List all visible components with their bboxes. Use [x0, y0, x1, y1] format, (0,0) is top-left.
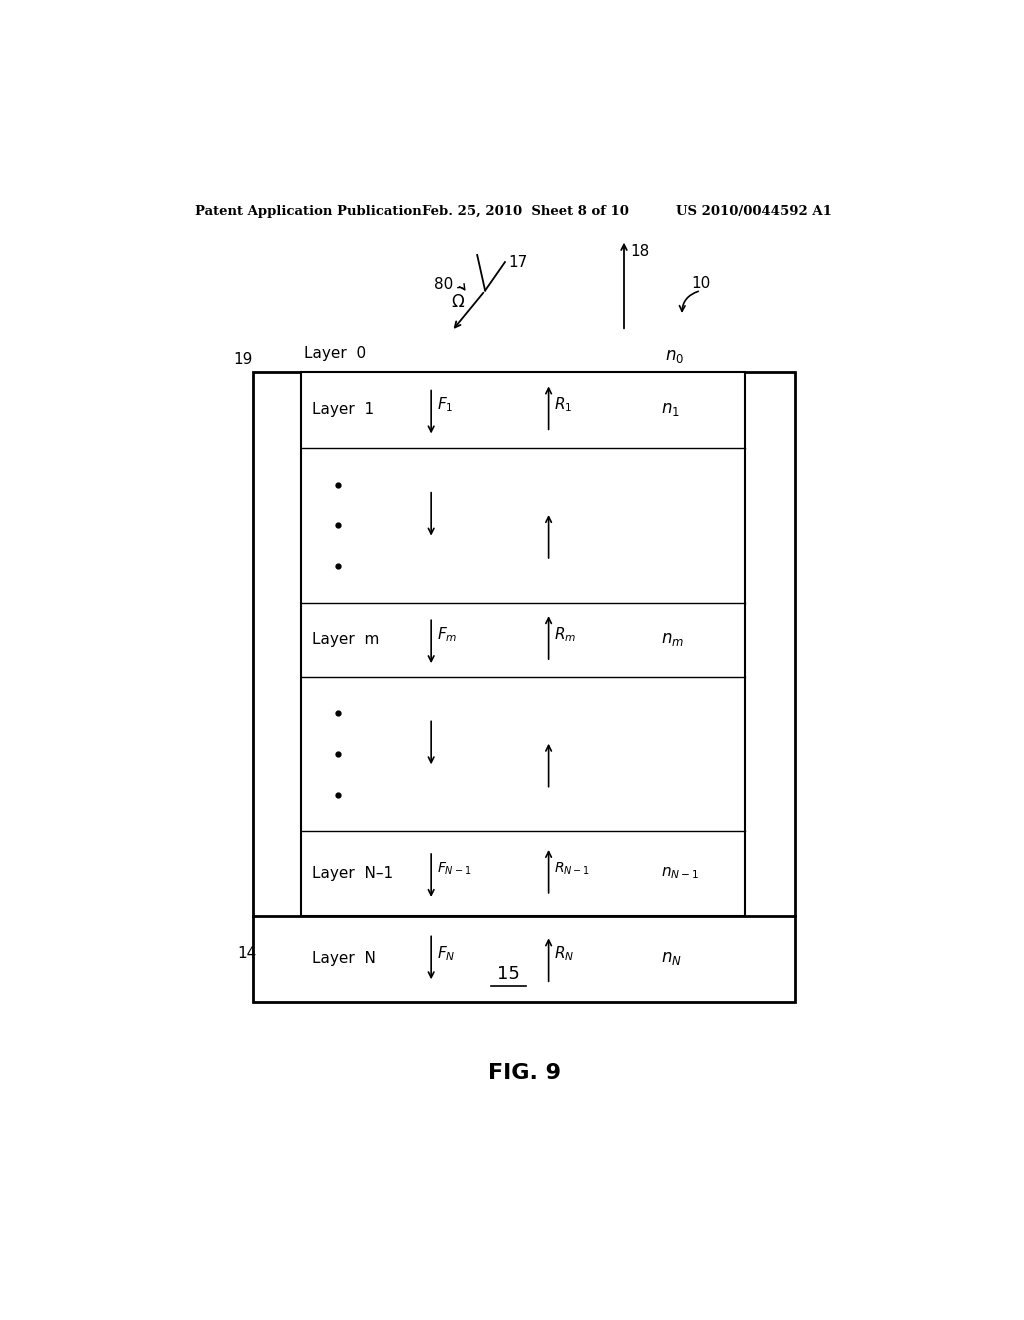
Text: $F_1$: $F_1$ [436, 396, 454, 414]
Text: $R_1$: $R_1$ [554, 396, 572, 414]
Text: $n_0$: $n_0$ [666, 348, 684, 366]
Text: 19: 19 [233, 351, 253, 367]
Text: Patent Application Publication: Patent Application Publication [196, 205, 422, 218]
Text: 14: 14 [238, 946, 257, 961]
Text: 10: 10 [691, 276, 711, 290]
Text: Feb. 25, 2010  Sheet 8 of 10: Feb. 25, 2010 Sheet 8 of 10 [422, 205, 629, 218]
Text: 18: 18 [631, 244, 649, 260]
Text: $\Omega$: $\Omega$ [452, 294, 465, 312]
Text: $R_N$: $R_N$ [554, 944, 574, 964]
Text: $n_1$: $n_1$ [662, 401, 680, 418]
Text: FIG. 9: FIG. 9 [488, 1063, 561, 1084]
Text: $R_m$: $R_m$ [554, 626, 577, 644]
Text: $F_m$: $F_m$ [436, 626, 457, 644]
Text: $n_N$: $n_N$ [662, 950, 682, 968]
Text: Layer  N–1: Layer N–1 [312, 866, 393, 880]
Bar [301, 372, 745, 916]
Text: $n_m$: $n_m$ [662, 631, 684, 648]
Text: $R_{N-1}$: $R_{N-1}$ [554, 861, 590, 876]
Text: Layer  m: Layer m [312, 632, 380, 647]
Text: Layer  1: Layer 1 [312, 403, 374, 417]
Bar [253, 372, 795, 1002]
Text: Layer  0: Layer 0 [304, 346, 367, 362]
Text: $F_N$: $F_N$ [436, 944, 455, 964]
Text: 80: 80 [433, 277, 453, 292]
Text: 15: 15 [497, 965, 519, 982]
Text: $F_{N-1}$: $F_{N-1}$ [436, 861, 471, 876]
Text: US 2010/0044592 A1: US 2010/0044592 A1 [676, 205, 831, 218]
Text: 17: 17 [508, 255, 527, 269]
Text: Layer  N: Layer N [312, 952, 376, 966]
Text: $n_{N-1}$: $n_{N-1}$ [662, 866, 699, 882]
